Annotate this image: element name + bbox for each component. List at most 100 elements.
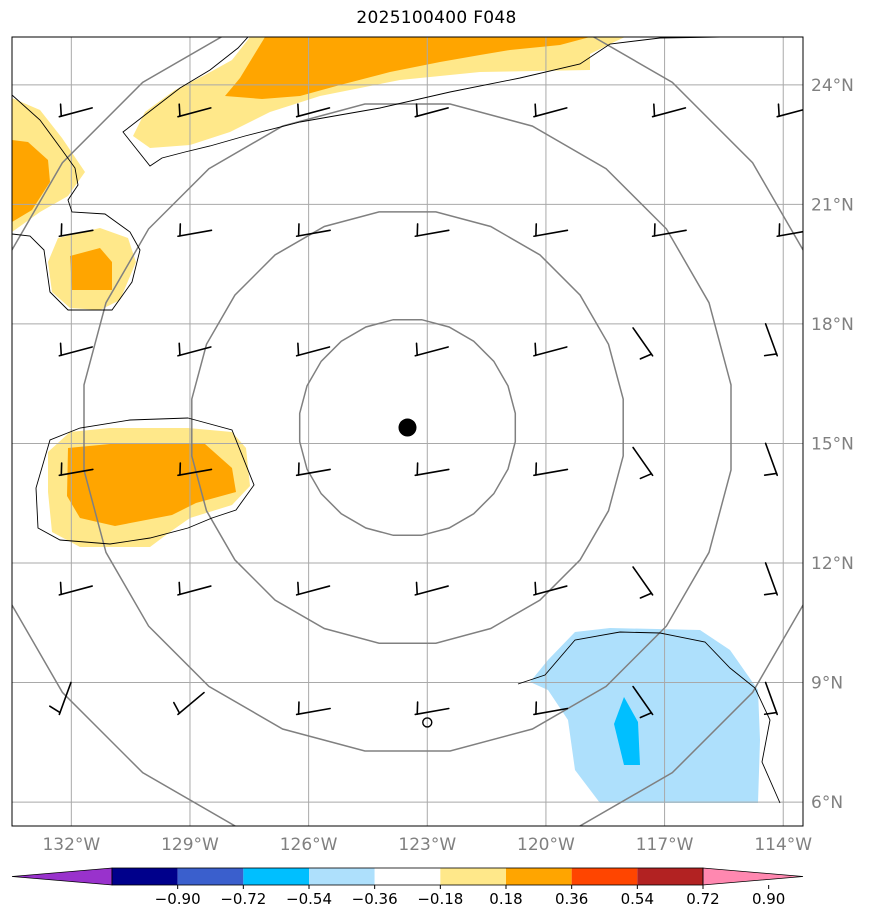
wind-barb bbox=[295, 223, 331, 238]
wind-barb bbox=[295, 342, 331, 357]
colorbar-tick-label: 0.90 bbox=[752, 890, 785, 908]
coastline-west bbox=[12, 94, 141, 311]
wind-barb bbox=[763, 323, 779, 357]
wind-barb bbox=[414, 342, 449, 357]
colorbar-tick-label: −0.18 bbox=[417, 890, 463, 908]
wind-barb bbox=[776, 103, 803, 118]
wind-barb bbox=[58, 342, 93, 357]
wind-barb bbox=[49, 681, 72, 716]
wind-barb bbox=[295, 701, 331, 716]
colorbar-segment bbox=[177, 868, 244, 885]
longitude-tick-label: 114°W bbox=[754, 835, 812, 855]
wind-barb bbox=[414, 462, 450, 477]
wind-barb bbox=[533, 103, 568, 118]
longitude-tick-label: 123°W bbox=[398, 835, 456, 855]
wind-barb bbox=[58, 581, 93, 596]
longitude-tick-label: 117°W bbox=[636, 835, 694, 855]
wind-barb bbox=[58, 223, 94, 238]
colorbar-segment bbox=[243, 868, 309, 885]
colorbar-tick-label: −0.36 bbox=[352, 890, 398, 908]
wind-barb bbox=[173, 691, 205, 716]
longitude-tick-label: 120°W bbox=[517, 835, 575, 855]
range-rings bbox=[12, 37, 803, 826]
strong-anomaly-region-west bbox=[12, 140, 50, 222]
latitude-tick-label: 24°N bbox=[811, 76, 854, 96]
wind-barb bbox=[177, 581, 212, 596]
wind-barb bbox=[632, 446, 654, 480]
colorbar-outline bbox=[111, 867, 704, 886]
coastline-center-west bbox=[35, 417, 255, 545]
latitude-tick-label: 9°N bbox=[811, 674, 843, 694]
colorbar-segment bbox=[506, 868, 572, 885]
wind-barb bbox=[414, 701, 450, 716]
colorbar-segment bbox=[374, 868, 441, 885]
colorbar-segment bbox=[440, 868, 506, 885]
map-title: 2025100400 F048 bbox=[356, 8, 517, 28]
latitude-tick-label: 12°N bbox=[811, 554, 854, 574]
colorbar-tick-label: 0.36 bbox=[555, 890, 588, 908]
wind-barb bbox=[632, 685, 654, 719]
strong-anomaly-region-center-west bbox=[67, 444, 236, 526]
colorbar-tick-label: 0.72 bbox=[686, 890, 719, 908]
colorbar-tick-label: −0.90 bbox=[155, 890, 201, 908]
latitude-tick-label: 21°N bbox=[811, 195, 854, 215]
range-ring bbox=[83, 103, 732, 752]
wind-barb bbox=[533, 462, 569, 477]
colorbar-max-extend bbox=[702, 867, 804, 886]
wind-barb bbox=[414, 223, 450, 238]
wind-barb bbox=[632, 327, 654, 360]
wind-barb bbox=[763, 681, 779, 716]
wind-barb bbox=[177, 462, 213, 477]
colorbar-tick-label: −0.54 bbox=[286, 890, 332, 908]
colorbar-min-extend bbox=[11, 867, 113, 886]
longitude-tick-label: 126°W bbox=[280, 835, 338, 855]
colorbar-segment bbox=[637, 868, 703, 885]
graticule bbox=[12, 37, 803, 826]
range-ring bbox=[191, 211, 624, 644]
wind-barb bbox=[533, 223, 569, 238]
map-frame bbox=[11, 36, 804, 827]
wind-barb bbox=[776, 223, 803, 238]
wind-barb bbox=[632, 566, 654, 599]
strong-anomaly-region-islet bbox=[70, 248, 112, 290]
wind-barb bbox=[651, 223, 687, 238]
wind-barb bbox=[177, 223, 213, 238]
colorbar-segment bbox=[112, 868, 178, 885]
coastlines bbox=[12, 37, 781, 804]
wind-barb bbox=[533, 581, 568, 596]
latitude-tick-label: 18°N bbox=[811, 315, 854, 335]
wind-barb bbox=[58, 103, 93, 118]
wind-barb bbox=[177, 103, 212, 118]
latitude-tick-labels: 6°N 9°N 12°N 15°N 18°N 21°N 24°N bbox=[811, 76, 854, 813]
longitude-tick-labels: 132°W 129°W 126°W 123°W 120°W 117°W 114°W bbox=[42, 835, 812, 855]
strong-anomaly-region-north bbox=[225, 37, 590, 99]
range-ring bbox=[12, 37, 803, 826]
wind-barbs bbox=[49, 103, 803, 719]
markers bbox=[398, 418, 433, 728]
coastline-east bbox=[517, 631, 781, 804]
longitude-tick-label: 129°W bbox=[161, 835, 219, 855]
latitude-tick-label: 15°N bbox=[811, 434, 854, 454]
wind-barb bbox=[533, 701, 569, 716]
wind-barb bbox=[295, 581, 331, 596]
shaded-field bbox=[12, 37, 760, 803]
wind-barb bbox=[414, 581, 449, 596]
colorbar: −0.90 −0.72 −0.54 −0.36 −0.18 0.18 0.36 0.54 0.7… bbox=[11, 867, 804, 908]
wind-barb bbox=[533, 342, 568, 357]
colorbar-tick-label: −0.72 bbox=[220, 890, 266, 908]
reference-point-marker bbox=[422, 717, 433, 728]
wind-barb bbox=[763, 442, 779, 477]
colorbar-segment bbox=[571, 868, 638, 885]
longitude-tick-label: 132°W bbox=[42, 835, 100, 855]
wind-barb bbox=[295, 103, 331, 118]
storm-center-marker bbox=[398, 418, 417, 437]
wind-barb bbox=[177, 342, 212, 357]
wind-barb bbox=[295, 462, 331, 477]
colorbar-tick-label: 0.18 bbox=[489, 890, 522, 908]
wind-barb bbox=[58, 462, 94, 477]
colorbar-segment bbox=[309, 868, 375, 885]
colorbar-tick-label: 0.54 bbox=[621, 890, 654, 908]
coastline-north bbox=[122, 37, 721, 167]
range-ring bbox=[298, 318, 517, 537]
